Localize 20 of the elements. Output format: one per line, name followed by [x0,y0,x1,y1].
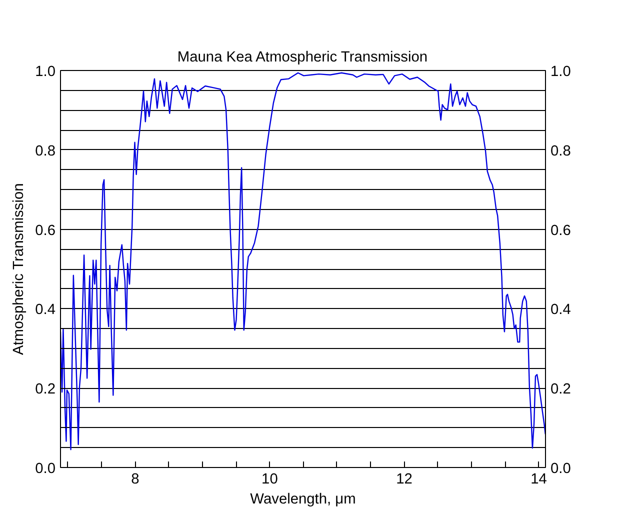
chart-title: Mauna Kea Atmospheric Transmission [177,50,428,66]
y-tick-label: 0.4 [35,302,56,318]
y-tick-label: 0.6 [35,222,56,239]
y-tick-label: 0.8 [35,143,56,160]
x-tick-label: 8 [131,472,140,488]
x-tick-label: 10 [262,472,278,488]
y2-tick-label: 0.4 [550,302,571,318]
line-series [60,72,546,450]
y2-tick-label: 1.0 [550,64,571,80]
x-tick-label: 12 [396,472,412,488]
y-tick-label: 0.0 [35,461,56,477]
y-tick-label: 0.2 [35,382,56,398]
y2-tick-label: 0.0 [550,461,571,477]
y2-tick-label: 0.6 [550,222,571,239]
y-tick-label: 1.0 [35,64,56,80]
x-tick-label: 14 [530,472,547,488]
y2-tick-label: 0.8 [550,143,571,160]
y2-tick-label: 0.2 [550,382,571,398]
y-axis-title: Atmospheric Transmission [11,183,28,356]
x-axis-title: Wavelength, μm [250,492,356,508]
